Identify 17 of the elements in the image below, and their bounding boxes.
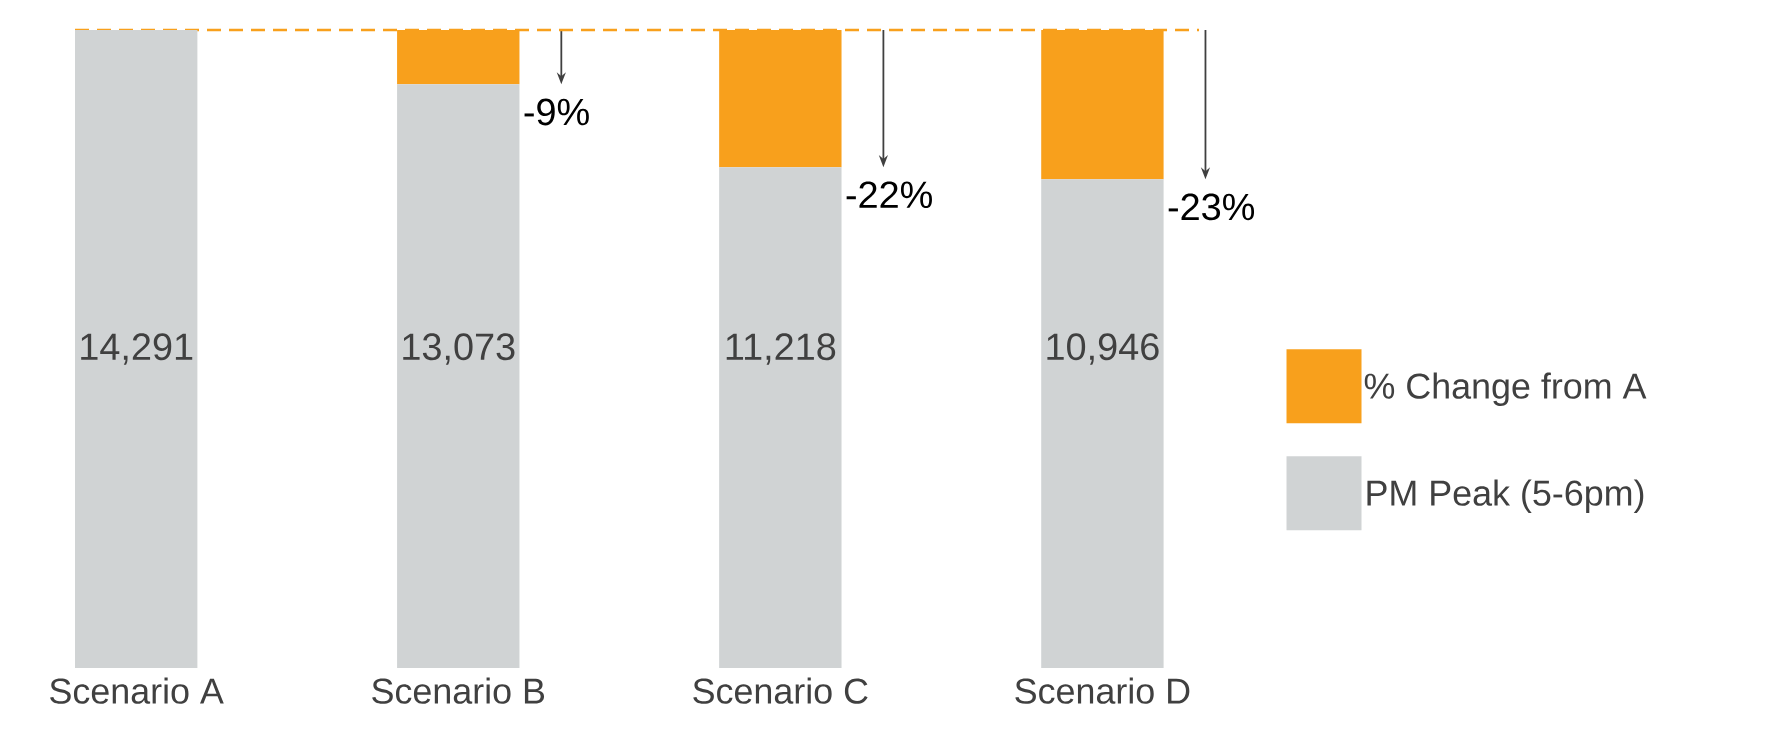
x-tick-label: Scenario D — [1015, 677, 1190, 704]
annotation: -23% — [1168, 193, 1255, 221]
x-tick-label: Scenario A — [50, 677, 224, 704]
data-label: 13,073 — [403, 333, 515, 365]
data-label: 14,291 — [81, 333, 193, 365]
x-tick-label: Scenario B — [372, 677, 545, 704]
bar — [719, 167, 842, 668]
legend-label: PM Peak (5-6pm) — [1367, 479, 1644, 513]
x-tick-label: Scenario C — [693, 677, 868, 704]
legend-label: % Change from A — [1364, 372, 1647, 406]
annotation: -22% — [846, 181, 932, 209]
data-label: 11,218 — [726, 333, 836, 365]
bar — [397, 84, 520, 668]
annotation: -9% — [524, 98, 589, 126]
bar — [75, 29, 198, 668]
data-label: 10,946 — [1047, 333, 1159, 365]
bar — [1041, 179, 1164, 668]
